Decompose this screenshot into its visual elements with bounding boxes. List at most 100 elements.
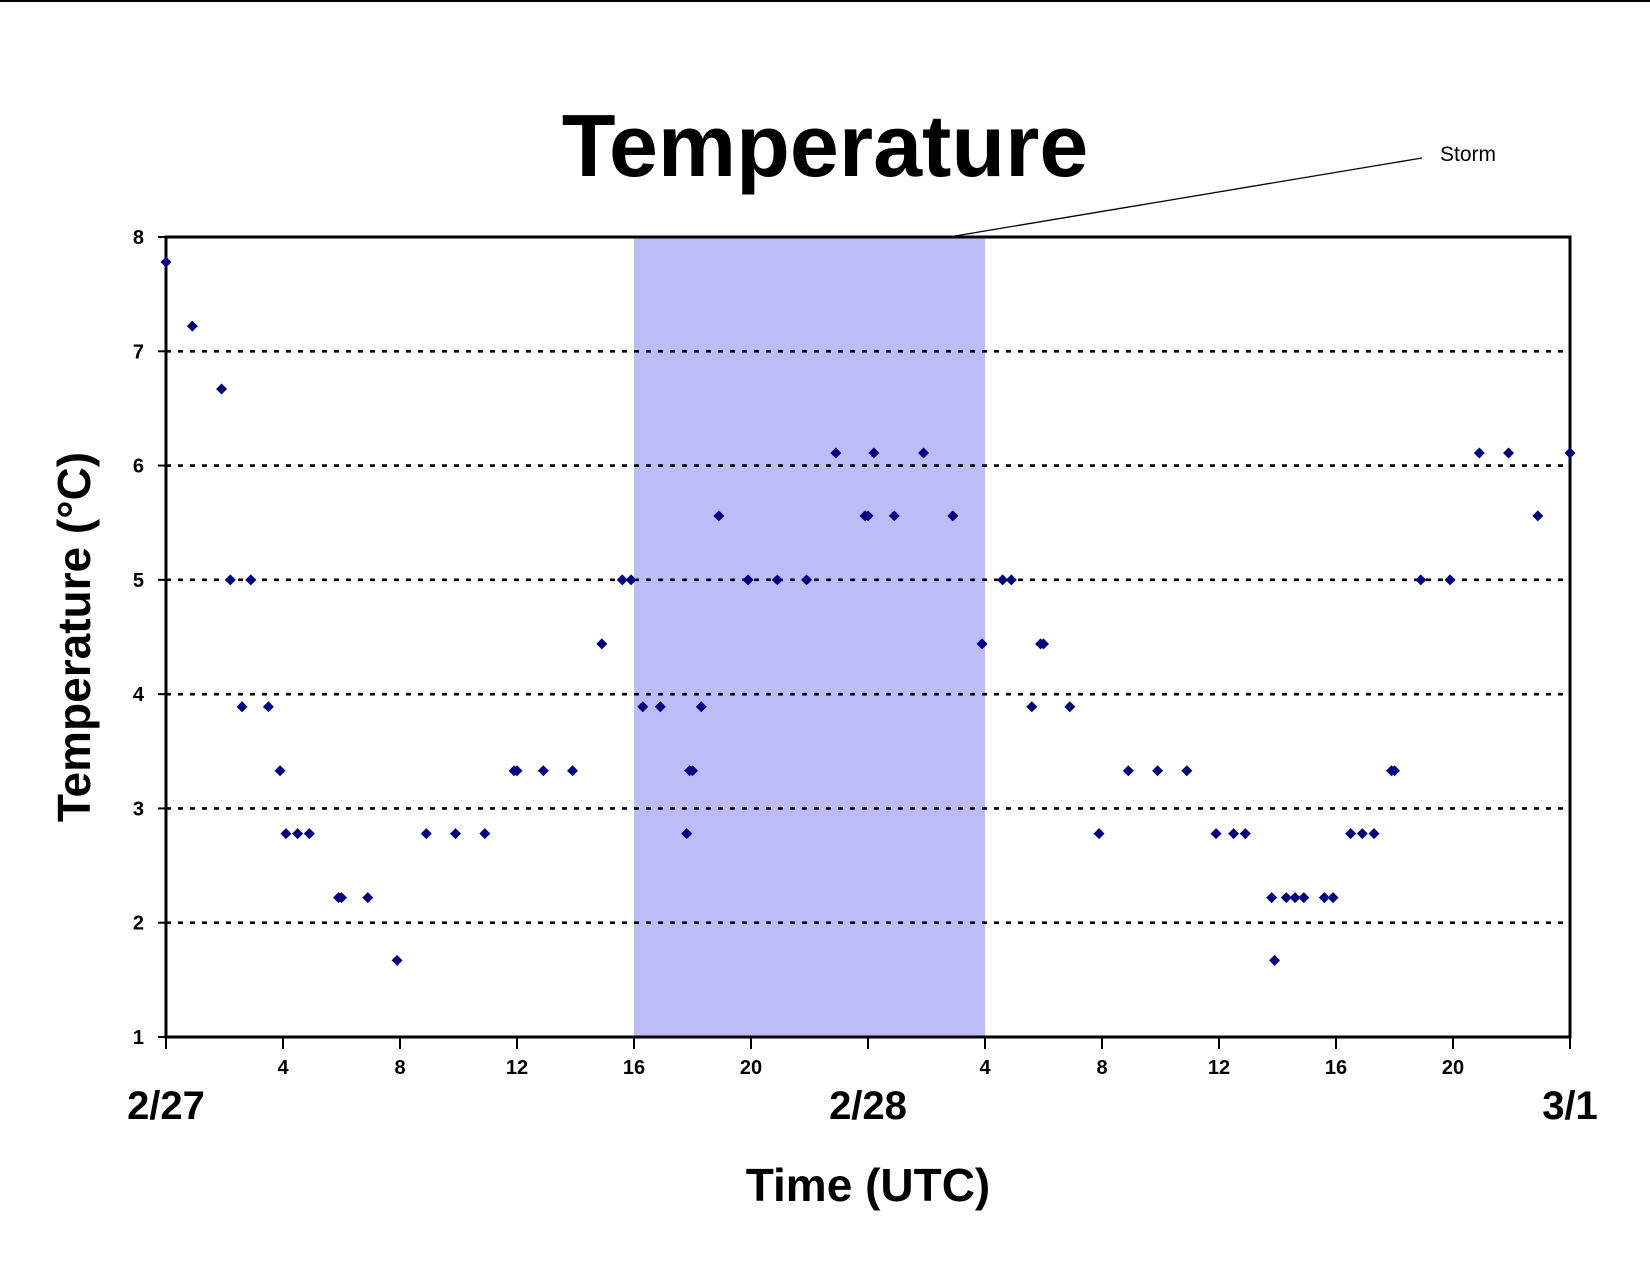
x-axis-title: Time (UTC) xyxy=(746,1159,991,1211)
y-tick-label: 4 xyxy=(133,684,145,706)
date-label: 2/28 xyxy=(829,1084,907,1128)
data-points xyxy=(160,256,1576,966)
x-tick-label: 16 xyxy=(1325,1057,1347,1079)
data-point xyxy=(1356,828,1368,840)
storm-shaded-region xyxy=(634,237,985,1037)
data-point xyxy=(1026,701,1038,713)
data-point xyxy=(280,828,292,840)
data-point xyxy=(625,574,637,586)
data-point xyxy=(262,701,274,713)
data-point xyxy=(1368,828,1380,840)
y-axis-title: Temperature (°C) xyxy=(48,452,100,822)
data-point xyxy=(1289,892,1301,904)
data-point xyxy=(567,765,579,777)
x-tick-label: 20 xyxy=(740,1057,762,1079)
x-tick-label: 20 xyxy=(1442,1057,1464,1079)
data-point xyxy=(1064,701,1076,713)
data-point xyxy=(336,892,347,904)
data-point xyxy=(1266,892,1278,904)
data-point xyxy=(742,574,754,586)
data-point xyxy=(245,574,257,586)
data-point xyxy=(1181,765,1193,777)
data-point xyxy=(292,828,304,840)
data-point xyxy=(1473,447,1485,459)
data-point xyxy=(1038,638,1049,650)
x-tick-label: 4 xyxy=(277,1057,289,1079)
data-point xyxy=(1228,828,1240,840)
data-point xyxy=(1532,510,1544,522)
data-point xyxy=(771,574,783,586)
data-point xyxy=(830,447,842,459)
y-tick-label: 5 xyxy=(133,570,144,592)
data-point xyxy=(236,701,248,713)
data-point xyxy=(947,510,959,522)
y-tick-label: 7 xyxy=(133,341,144,363)
data-point xyxy=(654,701,666,713)
x-tick-label: 16 xyxy=(623,1057,645,1079)
data-point xyxy=(1152,765,1164,777)
data-point xyxy=(888,510,900,522)
y-tick-label: 3 xyxy=(133,798,144,820)
data-point xyxy=(1122,765,1134,777)
data-point xyxy=(1005,574,1017,586)
x-tick-label: 12 xyxy=(1208,1057,1230,1079)
date-label: 3/1 xyxy=(1542,1084,1598,1128)
data-point xyxy=(616,574,628,586)
data-point xyxy=(862,510,874,522)
x-axis-date-labels: 2/27 2/28 3/1 xyxy=(127,1084,1598,1128)
data-point xyxy=(1269,954,1281,966)
data-point xyxy=(450,828,462,840)
data-point xyxy=(868,447,880,459)
chart-title: Temperature xyxy=(562,96,1089,195)
data-point xyxy=(801,574,813,586)
date-label: 2/27 xyxy=(127,1084,205,1128)
data-point xyxy=(160,256,172,268)
data-point xyxy=(637,701,649,713)
data-point xyxy=(224,574,236,586)
data-point xyxy=(1210,828,1222,840)
y-tick-label: 2 xyxy=(133,913,144,935)
top-border-line xyxy=(0,0,1650,2)
data-point xyxy=(1444,574,1456,586)
x-tick-label: 8 xyxy=(1096,1057,1107,1079)
data-point xyxy=(695,701,707,713)
data-point xyxy=(391,954,403,966)
data-point xyxy=(274,765,286,777)
data-point xyxy=(1318,892,1330,904)
data-point xyxy=(713,510,725,522)
data-point xyxy=(511,765,523,777)
data-point xyxy=(420,828,432,840)
data-point xyxy=(997,574,1009,586)
data-point xyxy=(1280,892,1292,904)
data-point xyxy=(596,638,608,650)
x-tick-label: 4 xyxy=(979,1057,991,1079)
data-point xyxy=(1503,447,1515,459)
data-point xyxy=(1327,892,1339,904)
data-point xyxy=(303,828,315,840)
data-point xyxy=(918,447,930,459)
data-point xyxy=(216,383,228,395)
y-axis-ticks: 1 2 3 4 5 6 7 8 xyxy=(133,227,166,1049)
data-point xyxy=(681,828,693,840)
data-point xyxy=(479,828,491,840)
y-tick-label: 6 xyxy=(133,456,144,478)
storm-annotation-line xyxy=(954,157,1423,237)
data-point xyxy=(976,638,988,650)
x-tick-label: 12 xyxy=(506,1057,528,1079)
data-point xyxy=(186,320,198,332)
data-point xyxy=(1564,447,1576,459)
data-point xyxy=(537,765,549,777)
x-axis-ticks: 4 8 12 16 20 4 8 12 16 20 xyxy=(165,1037,1571,1079)
y-tick-label: 1 xyxy=(133,1027,144,1049)
data-point xyxy=(1093,828,1105,840)
storm-annotation-label: Storm xyxy=(1440,143,1496,166)
data-point xyxy=(1415,574,1427,586)
data-point xyxy=(1345,828,1357,840)
data-point xyxy=(362,892,374,904)
data-point xyxy=(687,765,698,777)
data-point xyxy=(1389,765,1400,777)
data-point xyxy=(1298,892,1310,904)
x-tick-label: 8 xyxy=(394,1057,405,1079)
data-point xyxy=(1239,828,1251,840)
